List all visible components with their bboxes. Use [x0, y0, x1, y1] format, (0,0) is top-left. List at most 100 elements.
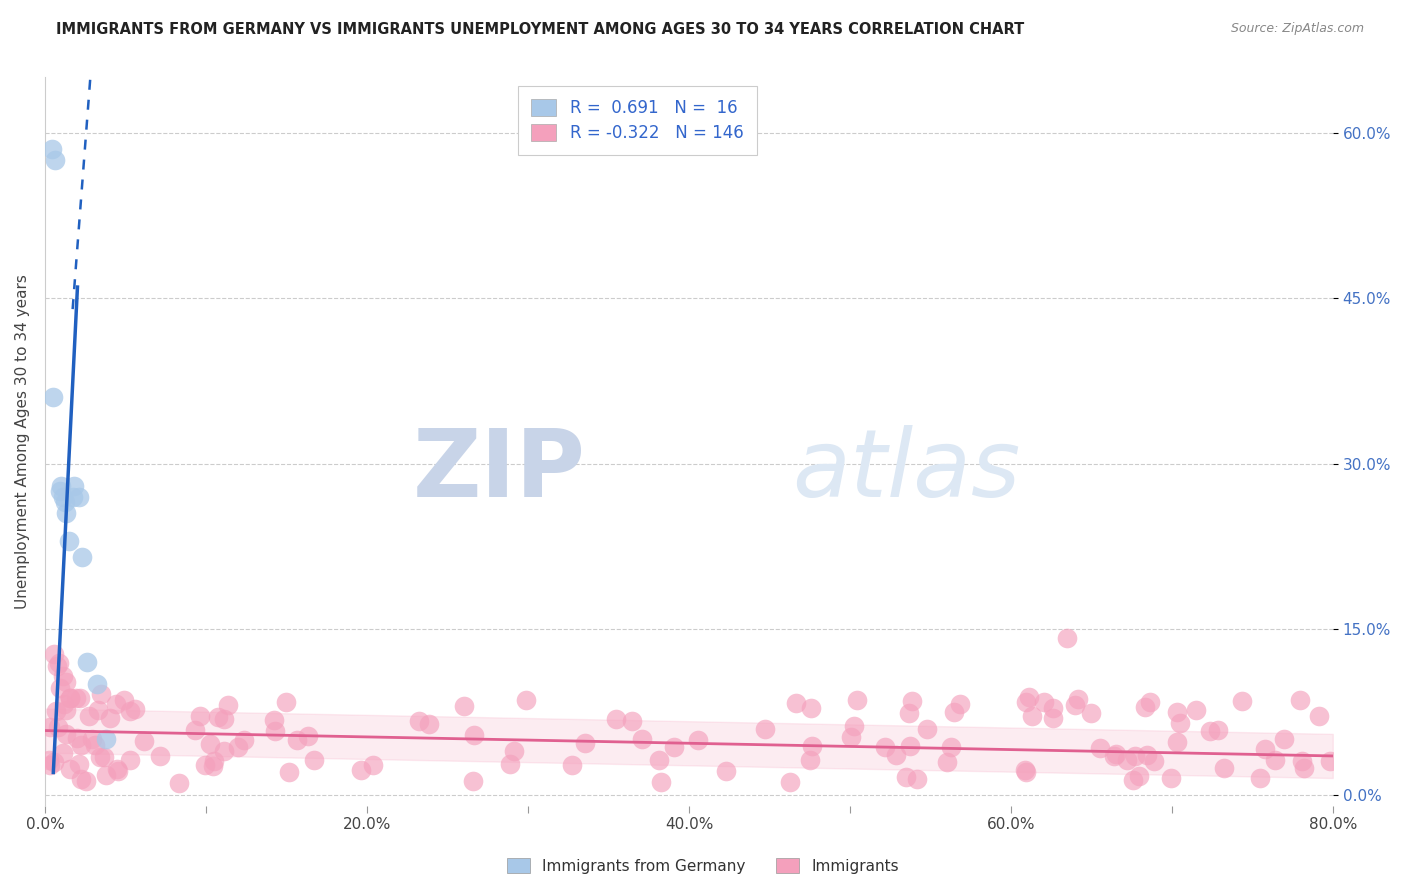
Point: [754, 722, 776, 736]
Point: [59, 691, 82, 706]
Point: [52, 746, 75, 760]
Point: [285, 733, 308, 747]
Point: [188, 708, 211, 723]
Point: [38, 758, 60, 772]
Point: [349, 763, 371, 777]
Point: [1056, 631, 1078, 645]
Point: [1123, 749, 1146, 764]
Point: [63, 478, 86, 492]
Point: [1249, 772, 1271, 786]
Point: [1042, 700, 1064, 714]
Point: [55, 675, 77, 690]
Point: [120, 705, 142, 719]
Point: [263, 713, 285, 727]
Point: [1018, 690, 1040, 705]
Point: [1015, 764, 1038, 779]
Point: [846, 693, 869, 707]
Point: [302, 753, 325, 767]
Point: [1213, 761, 1236, 775]
Point: [58, 533, 80, 548]
Point: [1199, 724, 1222, 739]
Legend: Immigrants from Germany, Immigrants: Immigrants from Germany, Immigrants: [501, 852, 905, 880]
Text: atlas: atlas: [792, 425, 1021, 516]
Point: [873, 740, 896, 755]
Point: [274, 695, 297, 709]
Point: [149, 749, 172, 764]
Point: [90, 687, 112, 701]
Point: [839, 730, 862, 744]
Point: [800, 739, 823, 754]
Point: [631, 731, 654, 746]
Point: [1122, 772, 1144, 787]
Point: [55, 727, 77, 741]
Point: [686, 732, 709, 747]
Point: [232, 733, 254, 747]
Point: [212, 712, 235, 726]
Point: [124, 702, 146, 716]
Point: [1139, 695, 1161, 709]
Point: [112, 692, 135, 706]
Text: IMMIGRANTS FROM GERMANY VS IMMIGRANTS UNEMPLOYMENT AMONG AGES 30 TO 34 YEARS COR: IMMIGRANTS FROM GERMANY VS IMMIGRANTS UN…: [56, 22, 1025, 37]
Point: [55, 703, 77, 717]
Point: [942, 705, 965, 719]
Point: [105, 762, 128, 776]
Point: [894, 771, 917, 785]
Point: [48, 656, 70, 670]
Point: [418, 716, 440, 731]
Point: [167, 776, 190, 790]
Point: [46, 658, 69, 673]
Point: [202, 759, 225, 773]
Point: [1021, 709, 1043, 723]
Point: [1032, 695, 1054, 709]
Point: [53, 697, 76, 711]
Point: [949, 697, 972, 711]
Point: [515, 693, 537, 707]
Point: [935, 755, 957, 769]
Point: [65, 691, 87, 706]
Point: [453, 699, 475, 714]
Point: [226, 740, 249, 755]
Point: [132, 733, 155, 747]
Point: [463, 727, 485, 741]
Point: [1208, 723, 1230, 738]
Point: [1116, 753, 1139, 767]
Point: [38, 753, 60, 767]
Point: [41, 142, 63, 156]
Point: [1308, 709, 1330, 723]
Point: [45, 704, 67, 718]
Point: [574, 736, 596, 750]
Point: [499, 756, 522, 771]
Point: [620, 714, 643, 728]
Point: [1105, 747, 1128, 762]
Point: [650, 775, 672, 789]
Point: [1289, 693, 1312, 707]
Point: [1166, 735, 1188, 749]
Point: [647, 753, 669, 767]
Point: [49, 681, 72, 695]
Point: [51, 478, 73, 492]
Point: [361, 758, 384, 772]
Point: [52, 669, 75, 683]
Point: [83, 738, 105, 752]
Point: [1319, 755, 1341, 769]
Point: [1143, 755, 1166, 769]
Point: [898, 739, 921, 753]
Point: [39, 720, 62, 734]
Text: ZIP: ZIP: [413, 425, 586, 516]
Point: [886, 748, 908, 763]
Point: [44, 153, 66, 168]
Legend: R =  0.691   N =  16, R = -0.322   N = 146: R = 0.691 N = 16, R = -0.322 N = 146: [519, 86, 756, 155]
Point: [67, 757, 90, 772]
Y-axis label: Unemployment Among Ages 30 to 34 years: Unemployment Among Ages 30 to 34 years: [15, 274, 30, 609]
Point: [86, 677, 108, 691]
Point: [463, 774, 485, 789]
Point: [901, 693, 924, 707]
Point: [46, 720, 69, 734]
Point: [1294, 761, 1316, 775]
Point: [65, 731, 87, 746]
Point: [118, 753, 141, 767]
Point: [76, 655, 98, 669]
Point: [1185, 703, 1208, 717]
Point: [1264, 753, 1286, 767]
Point: [59, 762, 82, 776]
